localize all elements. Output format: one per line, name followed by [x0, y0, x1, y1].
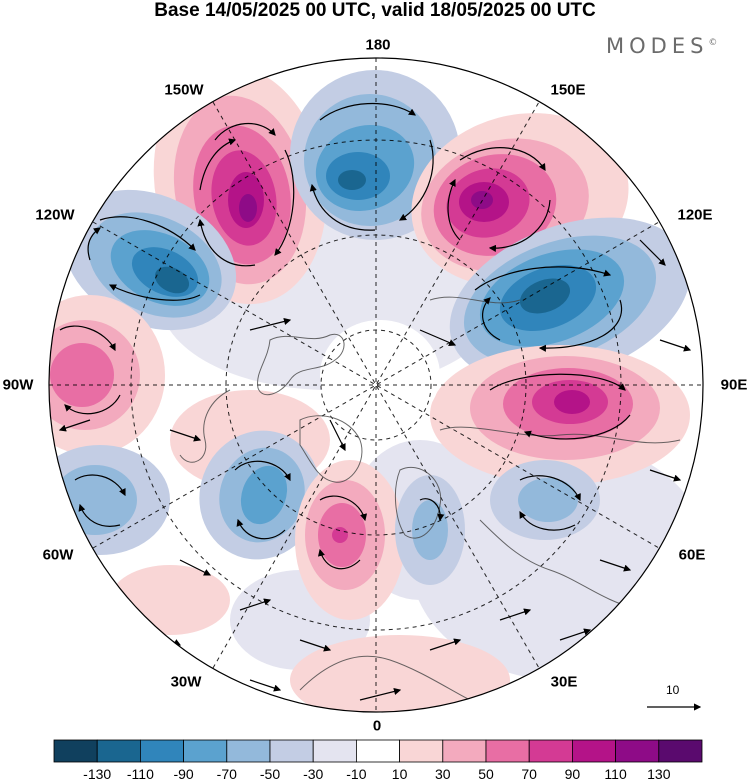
- positive-anomaly-90w: [49, 295, 165, 455]
- colorbar-tick-label: 70: [521, 766, 537, 782]
- wind-vectors: [58, 99, 692, 701]
- colorbar-swatch: [96, 739, 141, 763]
- colorbar-swatch: [226, 739, 271, 763]
- lon-label-30e: 30E: [550, 673, 578, 691]
- colorbar-swatch: [572, 739, 617, 763]
- colorbar-swatch: [528, 739, 573, 763]
- colorbar-tick-label: -30: [303, 766, 324, 782]
- lon-label-150w: 150W: [164, 81, 204, 99]
- map-boundary: [48, 57, 704, 713]
- colorbar: [53, 739, 703, 763]
- lon-label-90e: 90E: [720, 376, 748, 394]
- lon-label-150e: 150E: [550, 81, 586, 99]
- colorbar-swatch: [183, 739, 228, 763]
- colorbar-tick-label: 130: [647, 766, 671, 782]
- colorbar-swatch: [658, 739, 703, 763]
- colorbar-tick-label: -110: [126, 766, 154, 782]
- colorbar-swatch: [269, 739, 314, 763]
- colorbar-tick-label: 90: [564, 766, 581, 782]
- graticule: [49, 58, 703, 712]
- negative-anomaly-60w: [49, 445, 170, 555]
- colorbar-tick-label: -50: [259, 766, 281, 782]
- colorbar-tick-label: 110: [604, 766, 627, 782]
- colorbar-swatch: [485, 739, 530, 763]
- colorbar-tick-label: -90: [173, 766, 194, 782]
- colorbar-tick-label: -10: [346, 766, 367, 782]
- negative-anomaly-120w: [63, 189, 237, 331]
- anomaly-field: [49, 58, 703, 712]
- coastlines: [179, 296, 681, 701]
- colorbar-tick-label: 30: [435, 766, 451, 782]
- reference-vector-label: 10: [666, 683, 680, 697]
- lon-label-120e: 120E: [677, 206, 713, 224]
- positive-anomaly-150w: [153, 65, 327, 305]
- colorbar-swatch: [53, 739, 98, 763]
- modes-logo: MODES©: [606, 34, 718, 58]
- lon-label-60e: 60E: [678, 546, 706, 564]
- colorbar-swatch: [139, 739, 184, 763]
- negative-anomaly-greenland: [199, 430, 321, 560]
- colorbar-tick-label: 50: [478, 766, 494, 782]
- positive-anomaly-atlantic: [295, 460, 405, 620]
- lon-label-60w: 60W: [42, 546, 74, 564]
- colorbar-swatch: [355, 739, 400, 763]
- colorbar-swatch: [615, 739, 660, 763]
- colorbar-tick-label: 10: [391, 766, 408, 782]
- lon-label-0: 0: [372, 717, 382, 735]
- lon-label-90w: 90W: [2, 376, 34, 394]
- lon-label-180: 180: [365, 36, 391, 54]
- colorbar-tick-label: -130: [83, 766, 112, 782]
- colorbar-swatch: [442, 739, 487, 763]
- colorbar-swatch: [312, 739, 357, 763]
- lon-label-120w: 120W: [35, 206, 75, 224]
- negative-anomaly-120e: [449, 217, 691, 383]
- colorbar-swatch: [399, 739, 444, 763]
- lon-label-30w: 30W: [170, 673, 202, 691]
- colorbar-tick-label: -70: [216, 766, 237, 782]
- map-title: Base 14/05/2025 00 UTC, valid 18/05/2025…: [154, 0, 596, 21]
